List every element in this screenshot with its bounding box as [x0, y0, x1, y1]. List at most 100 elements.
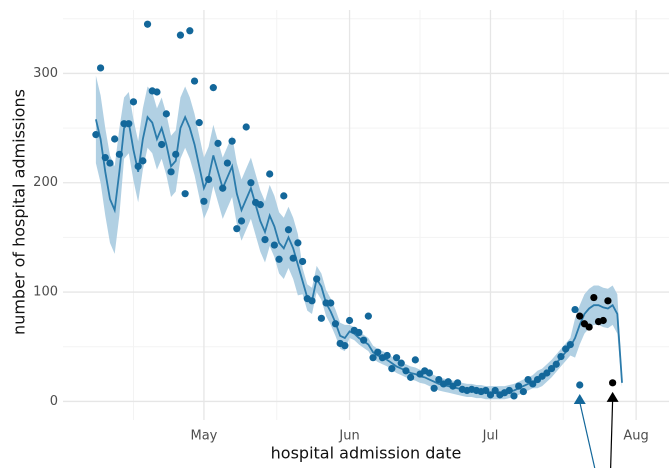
- data-point: [139, 157, 147, 165]
- marker-point: [576, 381, 584, 389]
- data-point: [515, 382, 523, 390]
- plot-area: [92, 20, 623, 468]
- data-point: [96, 64, 105, 72]
- data-point: [524, 375, 532, 384]
- data-point: [172, 150, 180, 158]
- data-point: [190, 77, 199, 85]
- data-point: [369, 354, 377, 362]
- data-point: [444, 378, 452, 386]
- data-point: [195, 119, 203, 127]
- confidence-band: [95, 75, 623, 400]
- data-point: [364, 312, 372, 320]
- highlight-point: [576, 312, 584, 320]
- data-point: [491, 386, 499, 395]
- data-point: [289, 254, 297, 262]
- x-tick-label: Jun: [338, 429, 359, 444]
- y-axis-title: number of hospital admissions: [10, 89, 29, 335]
- data-point: [101, 154, 109, 162]
- data-point: [557, 352, 565, 361]
- data-point: [435, 375, 443, 384]
- data-point: [134, 162, 142, 170]
- data-point: [543, 369, 551, 377]
- data-point: [143, 20, 152, 28]
- data-point: [547, 365, 556, 373]
- x-tick-label: Aug: [623, 429, 648, 444]
- arrow-shaft: [579, 401, 596, 468]
- data-point: [402, 367, 410, 375]
- data-point: [92, 131, 100, 139]
- data-point: [313, 275, 321, 283]
- data-point: [158, 140, 166, 149]
- data-point: [162, 110, 170, 118]
- data-point: [383, 351, 391, 360]
- data-point: [223, 159, 232, 167]
- data-point: [214, 139, 222, 147]
- data-point: [425, 369, 434, 377]
- data-point: [566, 340, 574, 349]
- data-point: [153, 88, 161, 96]
- data-point: [270, 241, 278, 249]
- data-point: [430, 384, 438, 392]
- x-tick-label: Jul: [482, 429, 499, 444]
- data-point: [228, 137, 236, 145]
- data-point: [181, 190, 189, 198]
- data-point: [205, 175, 213, 184]
- data-point: [486, 391, 495, 399]
- data-point: [242, 123, 250, 131]
- data-point: [392, 354, 401, 362]
- data-point: [280, 192, 288, 200]
- highlight-point: [599, 316, 607, 325]
- data-point: [308, 297, 316, 305]
- x-tick-label: May: [190, 429, 217, 444]
- data-point: [317, 314, 325, 322]
- data-point: [247, 179, 255, 187]
- data-point: [482, 386, 490, 395]
- data-point: [571, 305, 579, 314]
- data-point: [355, 328, 363, 337]
- data-point: [374, 348, 382, 356]
- data-point: [519, 387, 527, 396]
- data-point: [200, 197, 208, 205]
- y-tick-label: 0: [50, 394, 58, 409]
- highlight-point: [604, 297, 612, 305]
- data-point: [505, 386, 513, 395]
- data-point: [407, 373, 415, 381]
- arrow-head: [606, 391, 619, 402]
- x-axis-title: hospital admission date: [271, 444, 462, 463]
- data-point: [275, 255, 283, 263]
- data-point: [360, 336, 368, 344]
- arrow-shaft: [610, 399, 614, 468]
- data-point: [237, 217, 246, 225]
- data-point: [411, 356, 419, 364]
- data-point: [261, 236, 269, 244]
- data-point: [331, 320, 340, 328]
- arrow-head: [573, 394, 586, 405]
- data-point: [562, 345, 570, 353]
- data-point: [233, 225, 241, 233]
- data-point: [397, 359, 405, 367]
- data-point: [294, 239, 302, 247]
- data-point: [298, 257, 307, 266]
- data-point: [115, 150, 123, 158]
- data-point: [256, 201, 264, 209]
- grid: [63, 10, 669, 420]
- data-point: [266, 170, 274, 178]
- data-point: [111, 135, 119, 143]
- data-point: [510, 392, 518, 400]
- y-tick-label: 200: [33, 175, 58, 190]
- highlight-point: [590, 293, 598, 302]
- data-point: [167, 168, 175, 176]
- data-point: [327, 299, 335, 307]
- data-point: [284, 226, 293, 234]
- data-point: [106, 159, 114, 167]
- y-tick-label: 300: [33, 66, 58, 81]
- data-point: [388, 365, 396, 373]
- data-point: [454, 379, 462, 387]
- data-point: [552, 360, 560, 368]
- data-point: [209, 84, 217, 92]
- data-point: [345, 316, 354, 325]
- highlight-point: [585, 323, 593, 331]
- data-point: [341, 342, 349, 350]
- data-point: [186, 27, 194, 35]
- marker-point: [609, 379, 617, 387]
